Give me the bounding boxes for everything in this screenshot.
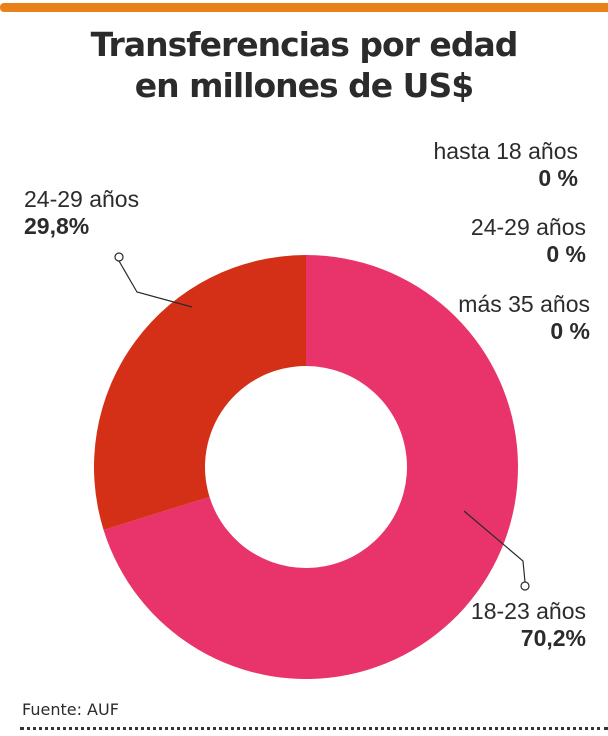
label-hasta-18-value: 0 % <box>538 165 578 191</box>
accent-bar <box>0 3 608 12</box>
label-18-23: 18-23 años 70,2% <box>471 598 586 652</box>
label-mas-35-value: 0 % <box>550 318 590 344</box>
label-24-29-name: 24-29 años <box>24 186 140 212</box>
label-mas-35: más 35 años 0 % <box>458 291 590 345</box>
dotted-divider <box>20 727 608 730</box>
title-line-1: Transferencias por edad <box>90 25 519 64</box>
chart-title: Transferencias por edad en millones de U… <box>0 24 608 106</box>
slice-24-29-a-os <box>93 255 306 530</box>
title-line-2: en millones de US$ <box>134 66 474 105</box>
label-24-29-value: 29,8% <box>24 213 90 239</box>
label-hasta-18: hasta 18 años 0 % <box>433 138 578 192</box>
label-18-23-value: 70,2% <box>520 625 586 651</box>
label-24-29-zero: 24-29 años 0 % <box>471 214 586 268</box>
label-hasta-18-name: hasta 18 años <box>433 138 578 164</box>
leader-line-18-23 <box>463 510 526 583</box>
label-24-29-zero-value: 0 % <box>546 241 586 267</box>
leader-dot-18-23 <box>520 581 530 591</box>
label-mas-35-name: más 35 años <box>458 291 590 317</box>
leader-dot-24-29 <box>114 252 124 262</box>
label-18-23-name: 18-23 años <box>470 598 586 624</box>
label-24-29-zero-name: 24-29 años <box>470 214 586 240</box>
slice-18-23-a-os <box>103 255 518 679</box>
leader-line-24-29 <box>118 260 193 308</box>
label-24-29: 24-29 años 29,8% <box>24 186 139 240</box>
source-note: Fuente: AUF <box>22 700 119 719</box>
